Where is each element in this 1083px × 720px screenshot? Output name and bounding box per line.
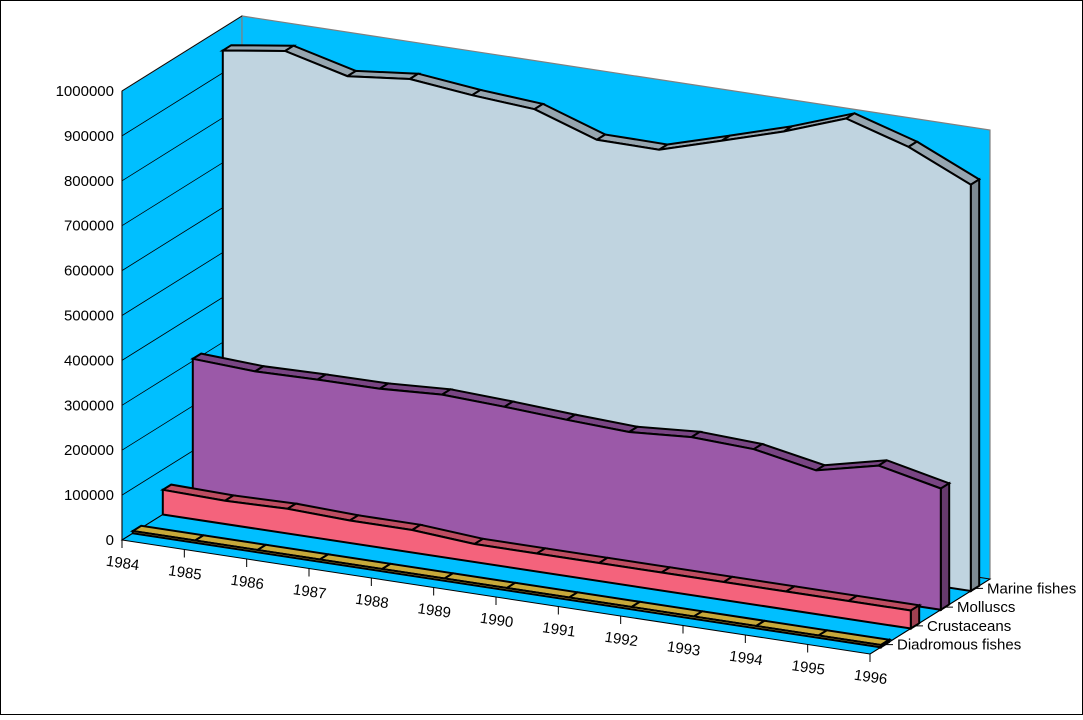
x-tick-label: 1987 (292, 581, 327, 602)
x-tick-label: 1988 (354, 591, 389, 612)
x-tick-label: 1992 (604, 629, 639, 650)
series-end-cap (939, 481, 951, 612)
y-tick-label: 100000 (64, 487, 114, 504)
y-tick-label: 500000 (64, 308, 114, 325)
x-tick-label: 1991 (541, 619, 576, 640)
y-tick-label: 1000000 (56, 83, 114, 100)
x-tick-label: 1996 (853, 667, 888, 688)
x-tick-label: 1993 (666, 638, 701, 659)
series-label: Molluscs (957, 599, 1015, 616)
y-tick-label: 300000 (64, 397, 114, 414)
y-gridline (121, 15, 243, 92)
series-front-face (191, 357, 942, 611)
x-tick-label: 1986 (230, 572, 265, 593)
x-tick-label: 1984 (105, 553, 140, 574)
y-tick-label: 600000 (64, 263, 114, 280)
x-tick-label: 1985 (167, 562, 202, 583)
series-end-cap (909, 603, 921, 631)
series-label: Crustaceans (927, 618, 1011, 635)
series-front-face (131, 529, 882, 649)
x-tick-label: 1995 (791, 657, 826, 678)
series-front-face (161, 488, 912, 630)
series-label: Marine fishes (987, 580, 1076, 597)
depth-axis-line (869, 578, 991, 655)
x-tick-label: 1994 (728, 648, 763, 669)
y-tick-label: 400000 (64, 352, 114, 369)
y-tick-label: 900000 (64, 128, 114, 145)
x-tick-label: 1990 (479, 610, 514, 631)
y-tick-label: 800000 (64, 173, 114, 190)
y-tick-label: 200000 (64, 442, 114, 459)
y-tick-label: 700000 (64, 218, 114, 235)
series-label: Diadromous fishes (897, 637, 1021, 654)
x-tick-label: 1989 (417, 600, 452, 621)
series-end-cap (969, 177, 981, 593)
y-tick-label: 0 (106, 532, 114, 549)
